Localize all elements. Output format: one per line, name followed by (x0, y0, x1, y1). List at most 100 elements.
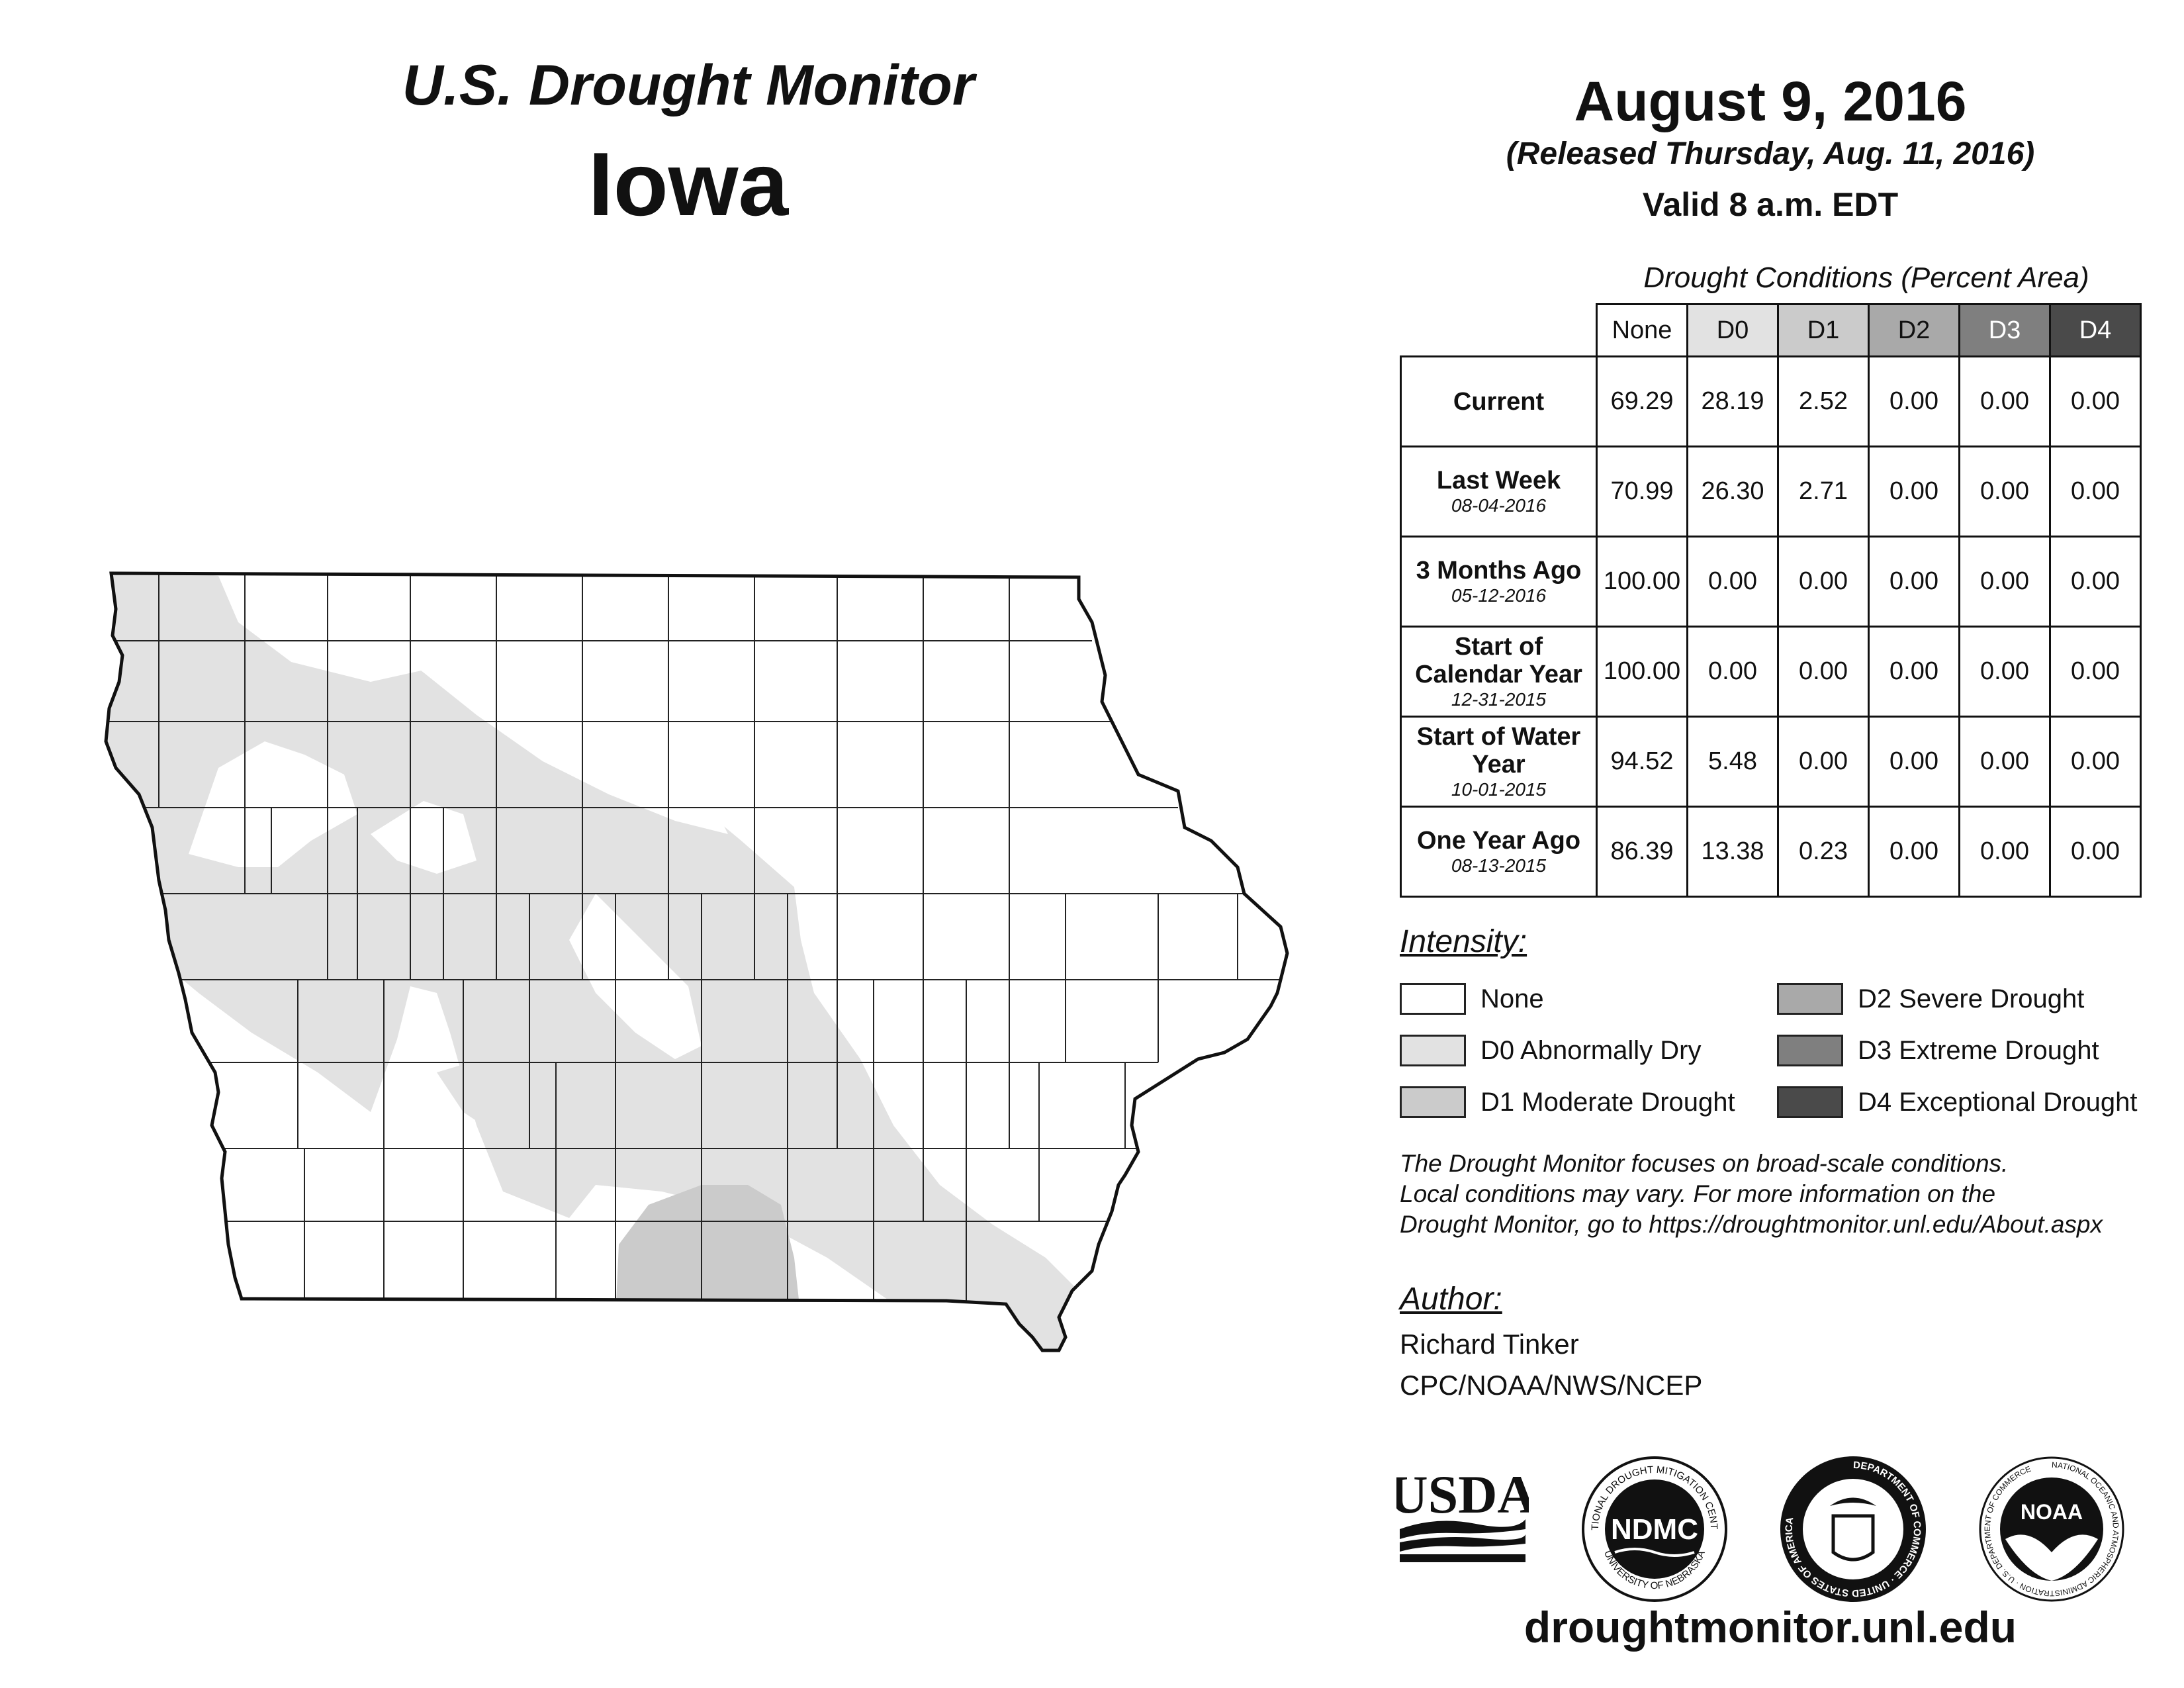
table-cell: 70.99 (1596, 445, 1688, 538)
table-row: One Year Ago 08-13-2015 86.39 13.38 0.23 0.00… (1400, 806, 2142, 898)
table-cell: 0.23 (1777, 806, 1870, 898)
state-title: Iowa (588, 134, 789, 234)
table-cell: 0.00 (1958, 355, 2051, 447)
map-title: U.S. Drought Monitor (402, 54, 975, 117)
table-row: Current 69.29 28.19 2.52 0.00 0.00 0.00 (1400, 355, 2142, 447)
legend-label: D2 Severe Drought (1858, 984, 2085, 1013)
gull-icon (2005, 1534, 2098, 1581)
note-line: The Drought Monitor focuses on broad-sca… (1400, 1150, 2009, 1177)
row-label-text: Last Week (1436, 466, 1561, 494)
table-row: Start of Calendar Year 12-31-2015 100.00 0.… (1400, 626, 2142, 718)
row-label: Current (1400, 355, 1598, 447)
legend-swatch (1777, 1086, 1843, 1118)
table-cell: 0.00 (1868, 716, 1960, 808)
ndmc-logo-text: NDMC (1611, 1513, 1698, 1546)
iowa-drought-map (104, 571, 1289, 1352)
row-label-text: 3 Months Ago (1416, 556, 1582, 585)
table-corner (1401, 305, 1597, 357)
table-cell: 0.00 (1868, 536, 1960, 628)
col-d0: D0 (1686, 303, 1779, 357)
table-cell: 86.39 (1596, 806, 1688, 898)
table-cell: 0.00 (1958, 716, 2051, 808)
legend-label: D3 Extreme Drought (1858, 1035, 2099, 1065)
legend-label: None (1480, 984, 1544, 1013)
legend-label: D0 Abnormally Dry (1480, 1035, 1702, 1065)
table-cell: 94.52 (1596, 716, 1688, 808)
table-cell: 5.48 (1686, 716, 1779, 808)
row-label: Start of Calendar Year 12-31-2015 (1400, 626, 1598, 718)
table-header-row: None D0 D1 D2 D3 D4 (1401, 303, 2142, 357)
drought-conditions-table: None D0 D1 D2 D3 D4 Current 69.29 28.19 2.5… (1400, 303, 2142, 898)
table-cell: 0.00 (2049, 355, 2142, 447)
legend-label: D1 Moderate Drought (1480, 1087, 1735, 1117)
note-line: Local conditions may vary. For more info… (1400, 1180, 1996, 1207)
row-label-text: Start of Calendar Year (1415, 632, 1582, 688)
county-boundaries (106, 575, 1287, 1301)
legend-swatch (1400, 1035, 1466, 1066)
legend-swatch (1777, 983, 1843, 1015)
row-label: 3 Months Ago 05-12-2016 (1400, 536, 1598, 628)
shield-icon (1831, 1514, 1875, 1562)
doc-seal-logo: DEPARTMENT OF COMMERCE · UNITED STATES O… (1780, 1456, 1926, 1602)
table-caption: Drought Conditions (Percent Area) (1643, 261, 2089, 294)
table-cell: 0.00 (1777, 716, 1870, 808)
legend-swatch (1400, 983, 1466, 1015)
table-cell: 0.00 (1777, 536, 1870, 628)
author-title: Author: (1400, 1282, 1502, 1317)
table-cell: 100.00 (1596, 626, 1688, 718)
release-date: (Released Thursday, Aug. 11, 2016) (1506, 136, 2035, 171)
d1-drought-area (615, 1185, 801, 1317)
table-cell: 100.00 (1596, 536, 1688, 628)
legend-swatch (1777, 1035, 1843, 1066)
table-cell: 0.00 (1958, 626, 2051, 718)
legend-item-d3: D3 Extreme Drought (1777, 1035, 2099, 1066)
table-cell: 0.00 (1868, 355, 1960, 447)
valid-date: August 9, 2016 (1574, 70, 1967, 132)
eagle-icon (1830, 1497, 1876, 1506)
noaa-logo: NATIONAL OCEANIC AND ATMOSPHERIC ADMINIS… (1979, 1456, 2124, 1602)
row-label: One Year Ago 08-13-2015 (1400, 806, 1598, 898)
table-cell: 0.00 (2049, 626, 2142, 718)
row-date: 10-01-2015 (1451, 778, 1547, 800)
legend-label: D4 Exceptional Drought (1858, 1087, 2138, 1117)
table-cell: 0.00 (1958, 536, 2051, 628)
row-label-text: Current (1453, 387, 1545, 416)
usda-logo-text: USDA (1396, 1464, 1529, 1524)
table-cell: 0.00 (2049, 445, 2142, 538)
table-cell: 0.00 (1777, 626, 1870, 718)
table-cell: 0.00 (1868, 806, 1960, 898)
table-cell: 0.00 (1686, 536, 1779, 628)
col-none: None (1596, 303, 1688, 357)
table-cell: 0.00 (2049, 716, 2142, 808)
legend-swatch (1400, 1086, 1466, 1118)
table-cell: 0.00 (1868, 626, 1960, 718)
col-d3: D3 (1958, 303, 2051, 357)
table-row: Start of Water Year 10-01-2015 94.52 5.48 0.… (1400, 716, 2142, 808)
col-d1: D1 (1777, 303, 1870, 357)
table-cell: 0.00 (1686, 626, 1779, 718)
table-cell: 0.00 (2049, 536, 2142, 628)
col-d4: D4 (2049, 303, 2142, 357)
row-date: 12-31-2015 (1451, 688, 1547, 710)
row-date: 08-13-2015 (1451, 855, 1547, 876)
legend-item-d1: D1 Moderate Drought (1400, 1086, 1735, 1118)
row-label: Last Week 08-04-2016 (1400, 445, 1598, 538)
note-line: Drought Monitor, go to https://droughtmo… (1400, 1211, 2103, 1238)
col-d2: D2 (1868, 303, 1960, 357)
row-label-text: Start of Water Year (1416, 722, 1581, 778)
footer-url[interactable]: droughtmonitor.unl.edu (1524, 1603, 2017, 1652)
table-cell: 0.00 (1958, 806, 2051, 898)
legend-item-d4: D4 Exceptional Drought (1777, 1086, 2137, 1118)
table-row: Last Week 08-04-2016 70.99 26.30 2.71 0.00 0.0… (1400, 445, 2142, 538)
table-cell: 13.38 (1686, 806, 1779, 898)
legend-item-d2: D2 Severe Drought (1777, 983, 2084, 1015)
table-cell: 28.19 (1686, 355, 1779, 447)
table-cell: 0.00 (2049, 806, 2142, 898)
table-cell: 69.29 (1596, 355, 1688, 447)
disclaimer-note: The Drought Monitor focuses on broad-sca… (1400, 1149, 2161, 1240)
row-label: Start of Water Year 10-01-2015 (1400, 716, 1598, 808)
legend-item-d0: D0 Abnormally Dry (1400, 1035, 1701, 1066)
table-cell: 2.52 (1777, 355, 1870, 447)
ndmc-logo: NATIONAL DROUGHT MITIGATION CENTER UNIVE… (1578, 1453, 1727, 1602)
row-date: 05-12-2016 (1451, 585, 1547, 606)
